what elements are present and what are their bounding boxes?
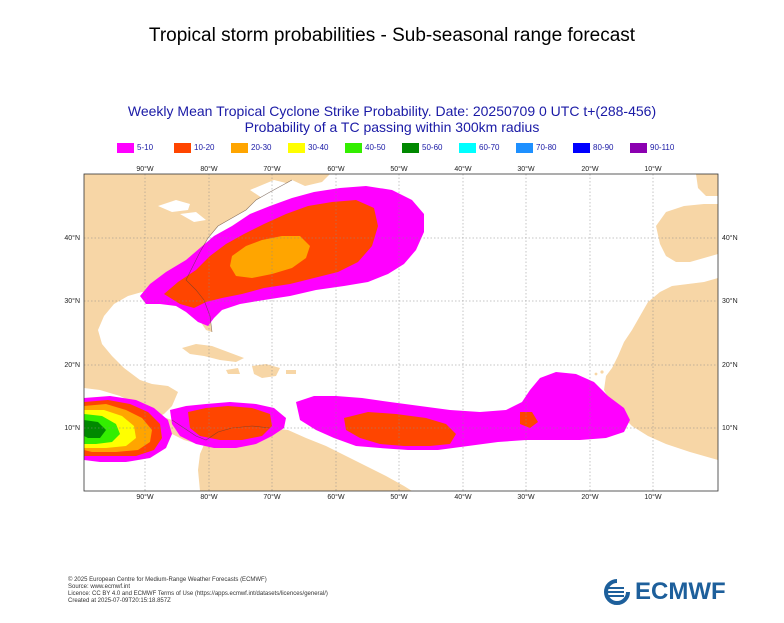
lakes-layer [158, 180, 290, 222]
prob-10-20-south [344, 412, 456, 446]
lon-tick-label: 40°W [454, 493, 472, 500]
lon-tick-label: 20°W [581, 165, 599, 173]
chart-title-line1: Weekly Mean Tropical Cyclone Strike Prob… [127, 103, 657, 119]
lat-tick-label: 10°N [64, 424, 80, 432]
ecmwf-logo-icon [604, 579, 630, 605]
prob-50-60-epac [84, 420, 106, 438]
lon-labels-top: 90°W 80°W 70°W 60°W 50°W 40°W 30°W 20°W 10°W [136, 165, 662, 173]
lon-tick-label: 60°W [327, 165, 345, 173]
legend-swatch [516, 143, 533, 153]
lon-tick-label: 30°W [517, 493, 535, 500]
legend-swatch [459, 143, 476, 153]
legend-swatch [402, 143, 419, 153]
lon-labels-bottom: 90°W 80°W 70°W 60°W 50°W 40°W 30°W 20°W 10°W [136, 493, 662, 501]
lat-tick-label: 20°N [722, 361, 738, 369]
europe-north-land [696, 174, 718, 196]
lat-tick-label: 40°N [722, 234, 738, 242]
lat-tick-label: 20°N [64, 361, 80, 369]
legend-label: 60-70 [479, 143, 500, 152]
prob-20-30-north [230, 236, 310, 278]
lat-tick-label: 10°N [722, 424, 738, 432]
legend-label: 40-50 [365, 143, 386, 152]
puerto-rico-land [286, 370, 296, 374]
canary-island [594, 372, 598, 376]
page-title: Tropical storm probabilities - Sub-seaso… [148, 25, 636, 46]
gulf-of-st-lawrence [250, 180, 290, 198]
caribbean-coastline [171, 419, 271, 441]
lat-tick-label: 30°N [722, 297, 738, 305]
us-east-coastline [185, 179, 293, 333]
lon-tick-label: 10°W [644, 493, 662, 500]
legend-swatch [174, 143, 191, 153]
legend-label: 90-110 [650, 143, 675, 152]
legend-label: 70-80 [536, 143, 557, 152]
lon-tick-label: 10°W [644, 165, 662, 173]
legend-swatch [288, 143, 305, 153]
lat-labels-right: 40°N 30°N 20°N 10°N [722, 234, 738, 432]
legend-swatch [345, 143, 362, 153]
jamaica-land [226, 368, 240, 374]
ecmwf-logo-text: ECMWF [635, 578, 726, 605]
legend-label: 10-20 [194, 143, 215, 152]
canary-island [600, 370, 604, 374]
lat-labels-left: 40°N 30°N 20°N 10°N [64, 234, 80, 432]
legend-swatch [117, 143, 134, 153]
graticule [84, 174, 718, 491]
coastline-layer [171, 179, 293, 441]
prob-10-20-south [520, 412, 538, 428]
legend-swatch [630, 143, 647, 153]
prob-10-20-south [188, 406, 272, 440]
lon-tick-label: 80°W [200, 165, 218, 173]
lon-tick-label: 50°W [390, 493, 408, 500]
lon-tick-label: 80°W [200, 493, 218, 500]
north-america-land [84, 174, 330, 416]
legend-swatch [573, 143, 590, 153]
lon-tick-label: 30°W [517, 165, 535, 173]
lon-tick-label: 50°W [390, 165, 408, 173]
great-lakes [180, 212, 206, 222]
legend-label: 5-10 [137, 143, 154, 152]
probability-map: 90°W 80°W 70°W 60°W 50°W 40°W 30°W 20°W 10°W 90°… [0, 160, 784, 501]
probability-layer [84, 186, 630, 462]
legend-label: 20-30 [251, 143, 272, 152]
lon-tick-label: 60°W [327, 493, 345, 500]
africa-land [604, 278, 718, 460]
lon-tick-label: 90°W [136, 493, 154, 500]
hispaniola-land [252, 364, 280, 378]
chart-title: Weekly Mean Tropical Cyclone Strike Prob… [0, 103, 784, 135]
lon-tick-label: 70°W [263, 165, 281, 173]
map-svg: 90°W 80°W 70°W 60°W 50°W 40°W 30°W 20°W 10°W 90°… [64, 165, 738, 501]
lon-tick-label: 70°W [263, 493, 281, 500]
footer-line: Source: www.ecmwf.int [68, 584, 131, 590]
copyright-footer: © 2025 European Centre for Medium-Range … [68, 577, 328, 605]
lon-tick-label: 90°W [136, 165, 154, 173]
legend-label: 80-90 [593, 143, 614, 152]
lon-tick-label: 20°W [581, 493, 599, 500]
footer-line: © 2025 European Centre for Medium-Range … [68, 577, 267, 583]
legend-swatch [231, 143, 248, 153]
legend-label: 50-60 [422, 143, 443, 152]
lon-tick-label: 40°W [454, 165, 472, 173]
map-frame [83, 173, 719, 492]
iberia-land [656, 204, 718, 262]
great-lakes [158, 200, 190, 212]
lat-tick-label: 40°N [64, 234, 80, 242]
cuba-land [182, 344, 244, 362]
footer-line: Created at 2025-07-09T20:15:18.857Z [68, 598, 171, 604]
legend-label: 30-40 [308, 143, 329, 152]
lat-tick-label: 30°N [64, 297, 80, 305]
footer-line: Licence: CC BY 4.0 and ECMWF Terms of Us… [68, 591, 328, 597]
chart-title-line2: Probability of a TC passing within 300km… [244, 119, 540, 135]
